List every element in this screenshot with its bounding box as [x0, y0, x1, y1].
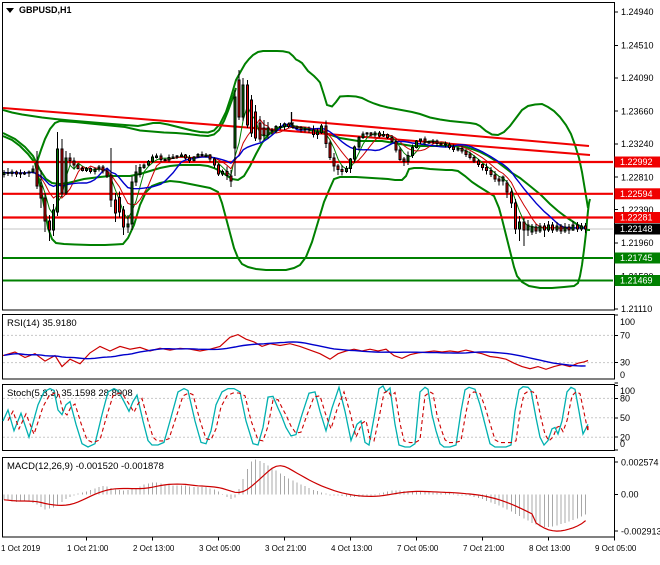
svg-text:100: 100	[620, 317, 635, 327]
svg-text:MACD(12,26,9) -0.001520 -0.001: MACD(12,26,9) -0.001520 -0.001878	[7, 461, 164, 472]
svg-text:9 Oct 05:00: 9 Oct 05:00	[595, 544, 637, 553]
svg-text:3 Oct 05:00: 3 Oct 05:00	[199, 544, 241, 553]
svg-text:Stoch(5,3,3) 35.1598 28.8908: Stoch(5,3,3) 35.1598 28.8908	[7, 388, 133, 399]
svg-text:70: 70	[620, 331, 630, 341]
svg-text:8 Oct 13:00: 8 Oct 13:00	[529, 544, 571, 553]
svg-text:30: 30	[620, 358, 630, 368]
svg-text:50: 50	[620, 413, 630, 423]
svg-text:0.002574: 0.002574	[621, 457, 659, 467]
svg-text:1.22281: 1.22281	[620, 213, 653, 223]
svg-text:1.21960: 1.21960	[621, 238, 654, 248]
svg-text:1.22810: 1.22810	[621, 172, 654, 182]
svg-text:1 Oct 2019: 1 Oct 2019	[1, 544, 41, 553]
svg-text:1.23240: 1.23240	[621, 139, 654, 149]
svg-text:RSI(14) 35.9180: RSI(14) 35.9180	[7, 318, 77, 329]
svg-text:1.24510: 1.24510	[621, 41, 654, 51]
svg-text:0: 0	[620, 370, 625, 380]
svg-text:0: 0	[620, 439, 625, 449]
svg-text:2 Oct 13:00: 2 Oct 13:00	[133, 544, 175, 553]
svg-text:1.21110: 1.21110	[621, 304, 652, 314]
svg-text:7 Oct 05:00: 7 Oct 05:00	[397, 544, 439, 553]
svg-text:1.22594: 1.22594	[620, 189, 653, 199]
svg-text:4 Oct 13:00: 4 Oct 13:00	[331, 544, 373, 553]
svg-text:1.21745: 1.21745	[620, 253, 653, 263]
svg-text:1.22148: 1.22148	[620, 224, 653, 234]
svg-text:1.24940: 1.24940	[621, 7, 654, 17]
svg-text:-0.002913: -0.002913	[621, 526, 660, 536]
svg-text:1.21469: 1.21469	[620, 276, 653, 286]
svg-text:1.22992: 1.22992	[620, 157, 653, 167]
svg-text:3 Oct 21:00: 3 Oct 21:00	[265, 544, 307, 553]
svg-text:GBPUSD,H1: GBPUSD,H1	[19, 5, 72, 15]
svg-text:7 Oct 21:00: 7 Oct 21:00	[463, 544, 505, 553]
svg-text:1 Oct 21:00: 1 Oct 21:00	[67, 544, 109, 553]
svg-text:1.24090: 1.24090	[621, 73, 654, 83]
svg-text:80: 80	[620, 394, 630, 404]
svg-text:1.23660: 1.23660	[621, 106, 654, 116]
svg-text:0.00: 0.00	[621, 490, 639, 500]
